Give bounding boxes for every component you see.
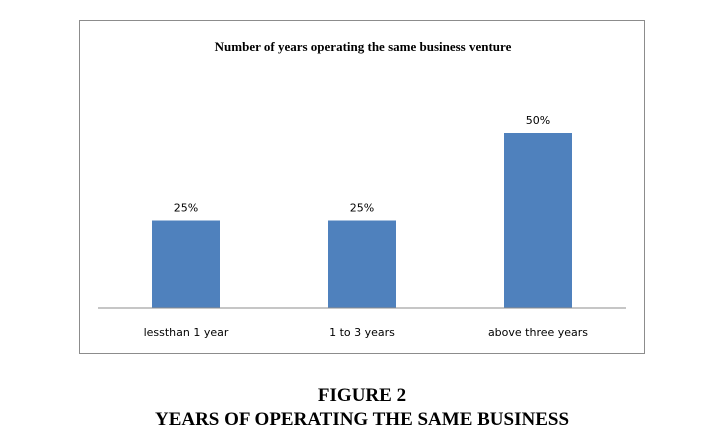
bar-2 <box>328 220 396 308</box>
plot-area: 25% lessthan 1 year 25% 1 to 3 years 50% abov… <box>144 114 589 339</box>
figure-caption: FIGURE 2 YEARS OF OPERATING THE SAME BUS… <box>0 384 724 432</box>
bar-1 <box>152 220 220 308</box>
data-label-1: 25% <box>174 202 198 215</box>
x-tick-label-1: lessthan 1 year <box>144 326 229 339</box>
bar-3 <box>504 133 572 308</box>
bar-chart: Number of years operating the same busin… <box>98 39 626 339</box>
chart-frame: Number of years operating the same busin… <box>79 20 645 354</box>
data-label-2: 25% <box>350 202 374 215</box>
x-tick-label-2: 1 to 3 years <box>329 326 395 339</box>
x-tick-label-3: above three years <box>488 326 588 339</box>
data-label-3: 50% <box>526 114 550 127</box>
chart-title: Number of years operating the same busin… <box>215 39 512 54</box>
figure-title: YEARS OF OPERATING THE SAME BUSINESS <box>154 409 570 430</box>
figure-label: FIGURE 2 <box>317 385 407 406</box>
